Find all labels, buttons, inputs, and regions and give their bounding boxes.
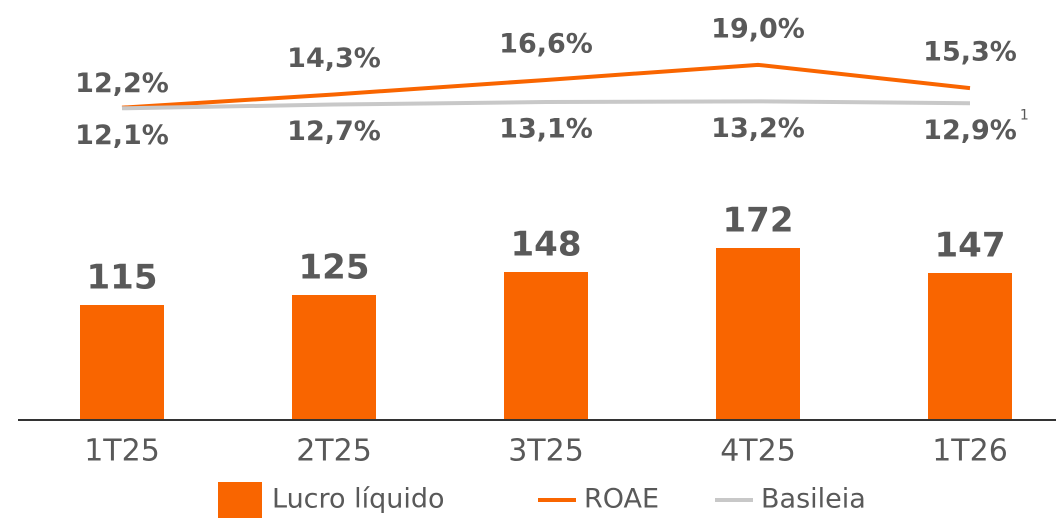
bar-label: 148	[511, 225, 582, 265]
x-tick-label: 1T25	[84, 434, 160, 469]
line-label: 13,2%	[711, 113, 805, 144]
bar	[292, 295, 376, 420]
footnote-marker: 1	[1020, 107, 1029, 123]
bar-label: 172	[723, 201, 794, 241]
legend-label: Lucro líquido	[272, 484, 445, 515]
line-label: 12,7%	[287, 116, 381, 147]
bar	[716, 248, 800, 420]
line-label: 15,3%	[923, 37, 1017, 68]
line-label: 12,1%	[75, 120, 169, 151]
bar	[504, 272, 588, 420]
bar	[80, 305, 164, 420]
bar-label: 125	[299, 248, 370, 288]
line	[121, 62, 971, 110]
bar-label: 115	[87, 258, 158, 298]
line	[121, 99, 971, 111]
x-tick-label: 3T25	[508, 434, 584, 469]
line-label: 12,9%	[923, 115, 1017, 146]
bar-label: 147	[935, 226, 1006, 266]
line-label: 12,2%	[75, 68, 169, 99]
legend-label: ROAE	[584, 484, 659, 515]
legend-label: Basileia	[761, 484, 866, 515]
line-label: 16,6%	[499, 28, 593, 59]
legend-swatch	[218, 482, 262, 518]
bar	[928, 273, 1012, 420]
x-tick-label: 2T25	[296, 434, 372, 469]
line-label: 19,0%	[711, 13, 805, 44]
x-tick-label: 4T25	[720, 434, 796, 469]
line-label: 13,1%	[499, 114, 593, 145]
line-label: 14,3%	[287, 43, 381, 74]
x-tick-label: 1T26	[932, 434, 1008, 469]
